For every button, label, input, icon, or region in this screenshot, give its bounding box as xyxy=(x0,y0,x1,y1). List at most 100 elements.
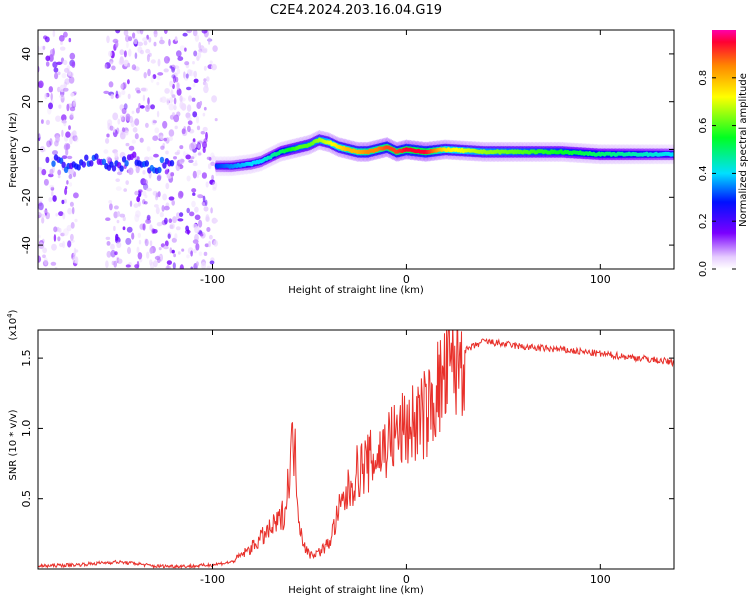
noise-mark xyxy=(184,47,187,52)
noise-mark xyxy=(67,207,73,215)
noise-mark xyxy=(69,182,73,187)
noise-mark xyxy=(187,120,193,125)
noise-mark xyxy=(43,35,48,40)
noise-mark xyxy=(112,127,116,133)
noise-mark xyxy=(50,261,57,266)
noise-mark xyxy=(38,202,44,211)
noise-mark xyxy=(106,35,110,44)
noise-mark xyxy=(196,169,202,176)
noise-mark xyxy=(59,94,65,99)
noise-mark xyxy=(156,81,160,86)
noise-mark xyxy=(155,192,159,198)
noise-mark xyxy=(122,217,126,221)
noise-mark xyxy=(144,238,147,244)
colorbar-tick-label: 0.8 xyxy=(698,70,709,86)
noise-mark xyxy=(198,219,203,228)
ridge-noise-mark xyxy=(94,153,99,160)
noise-mark xyxy=(72,256,78,264)
noise-mark xyxy=(71,61,76,68)
noise-mark xyxy=(191,188,197,193)
noise-mark xyxy=(53,226,58,233)
noise-mark xyxy=(72,134,78,142)
noise-mark xyxy=(213,219,219,223)
noise-mark xyxy=(50,92,53,101)
noise-mark xyxy=(52,61,58,68)
noise-mark xyxy=(176,68,181,75)
noise-mark xyxy=(143,201,148,205)
noise-mark xyxy=(192,153,197,158)
noise-mark xyxy=(136,90,141,94)
noise-mark xyxy=(74,218,78,223)
noise-mark xyxy=(45,61,50,67)
noise-mark xyxy=(171,237,177,243)
noise-mark xyxy=(202,48,208,54)
noise-mark xyxy=(51,191,54,197)
snr-panel: -100 0 100 0.5 1.0 1.5 Height of straight lin… xyxy=(6,309,675,596)
noise-mark xyxy=(62,212,66,220)
spectrogram-xlabel: Height of straight line (km) xyxy=(288,285,424,296)
noise-mark xyxy=(168,103,175,111)
noise-mark xyxy=(112,38,119,44)
noise-mark xyxy=(63,87,69,92)
noise-mark xyxy=(138,239,142,245)
noise-mark xyxy=(171,249,175,254)
noise-mark xyxy=(122,82,125,90)
noise-mark xyxy=(184,61,190,66)
noise-mark xyxy=(126,226,133,233)
noise-mark xyxy=(128,48,132,57)
snr-ticks: -100 0 100 0.5 1.0 1.5 xyxy=(20,330,674,586)
noise-mark xyxy=(103,149,109,154)
noise-mark xyxy=(196,142,201,151)
noise-mark xyxy=(133,37,138,45)
noise-mark xyxy=(214,118,218,122)
noise-mark xyxy=(125,237,132,245)
noise-mark xyxy=(69,114,74,120)
x-tick-label: 100 xyxy=(590,573,611,586)
colorbar: 0.0 0.2 0.4 0.6 0.8 Normalized spectral ampl… xyxy=(698,30,749,277)
noise-mark xyxy=(156,75,161,81)
noise-mark xyxy=(198,251,203,257)
y-tick-label: 1.0 xyxy=(20,420,33,438)
noise-mark xyxy=(163,56,170,64)
noise-mark xyxy=(108,50,113,57)
noise-mark xyxy=(130,120,135,128)
noise-mark xyxy=(125,113,131,121)
noise-mark xyxy=(173,114,180,123)
noise-mark xyxy=(185,154,191,160)
noise-mark xyxy=(174,125,178,130)
spectrogram-ylabel: Frequency (Hz) xyxy=(8,112,19,188)
noise-mark xyxy=(188,159,194,163)
noise-mark xyxy=(192,111,198,118)
noise-mark xyxy=(50,186,55,191)
noise-mark xyxy=(148,52,152,57)
noise-mark xyxy=(204,243,210,248)
noise-mark xyxy=(62,59,68,66)
noise-mark xyxy=(174,36,178,42)
noise-mark xyxy=(202,195,206,203)
noise-mark xyxy=(38,255,42,263)
noise-mark xyxy=(68,37,72,43)
noise-mark xyxy=(105,236,111,240)
spectrogram-panel: -100 0 100 -40 -20 0 20 40 Height of straight l… xyxy=(8,29,675,296)
colorbar-tick-label: 0.6 xyxy=(698,118,709,134)
noise-mark xyxy=(153,153,159,158)
noise-mark xyxy=(53,67,59,73)
noise-mark xyxy=(201,30,208,34)
noise-mark xyxy=(135,210,141,218)
noise-mark xyxy=(169,247,173,254)
noise-mark xyxy=(122,127,125,133)
noise-mark xyxy=(145,219,152,224)
noise-mark xyxy=(38,80,44,89)
noise-mark xyxy=(192,61,195,65)
noise-mark xyxy=(39,167,43,176)
noise-mark xyxy=(203,251,208,256)
noise-mark xyxy=(189,211,195,217)
noise-mark xyxy=(163,68,169,73)
noise-mark xyxy=(140,49,144,55)
noise-mark xyxy=(189,143,195,151)
noise-mark xyxy=(111,65,116,71)
noise-mark xyxy=(145,48,151,54)
noise-mark xyxy=(177,56,184,61)
noise-mark xyxy=(197,144,201,150)
noise-mark xyxy=(179,145,184,150)
